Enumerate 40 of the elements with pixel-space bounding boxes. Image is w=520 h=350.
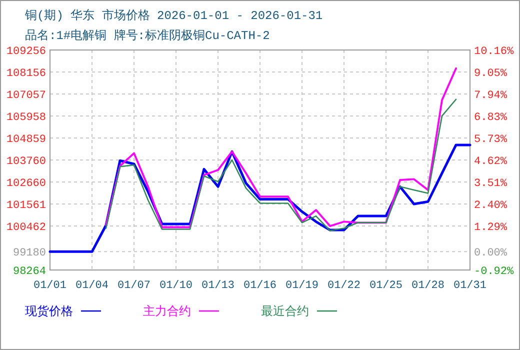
y2-tick-label: 5.73% [474,134,508,146]
y-tick-label: 98264 [12,266,46,278]
y2-tick-label: 6.83% [474,112,508,124]
y-tick-label: 104859 [6,134,46,146]
y-tick-label: 100462 [6,222,46,234]
y-tick-label: 108156 [6,68,46,80]
line-series [105,98,457,232]
x-tick-label: 01/22 [327,280,361,292]
x-tick-label: 01/13 [201,280,235,292]
legend-label: 最近合约 [261,305,309,319]
y2-tick-label: 0.00% [474,248,508,260]
legend-label: 主力合约 [143,304,191,319]
y-tick-label: 103760 [6,156,46,168]
y2-tick-label: 10.16% [474,46,514,58]
y2-tick-label: 4.62% [474,156,508,168]
chart-title: 铜(期) 华东 市场价格 2026-01-01 - 2026-01-31 [24,8,323,23]
y2-tick-label: 2.40% [474,200,508,212]
y-tick-label: 105958 [6,112,46,124]
y-tick-label: 101561 [6,200,46,212]
y2-tick-label: 1.29% [474,222,508,234]
y-tick-label: 109256 [6,46,46,58]
x-tick-label: 01/16 [243,280,277,292]
line-series [105,67,457,228]
y2-tick-label: -0.92% [474,266,514,278]
y-tick-label: 102660 [6,178,46,190]
y2-tick-label: 9.05% [474,68,508,80]
y-tick-label: 99180 [12,248,46,260]
y2-tick-label: 3.51% [474,178,508,190]
x-tick-label: 01/19 [285,280,319,292]
x-tick-label: 01/31 [453,280,487,292]
x-tick-label: 01/25 [369,280,403,292]
x-tick-label: 01/07 [117,280,151,292]
x-tick-label: 01/10 [159,280,193,292]
x-tick-label: 01/01 [33,280,67,292]
legend-label: 现货价格 [25,305,73,319]
y-tick-label: 107057 [6,90,46,102]
y2-tick-label: 7.94% [474,90,508,102]
x-tick-label: 01/04 [75,280,109,292]
chart-subtitle: 品名:1#电解铜 牌号:标准阴极铜Cu-CATH-2 [25,29,270,43]
x-tick-label: 01/28 [411,280,445,292]
